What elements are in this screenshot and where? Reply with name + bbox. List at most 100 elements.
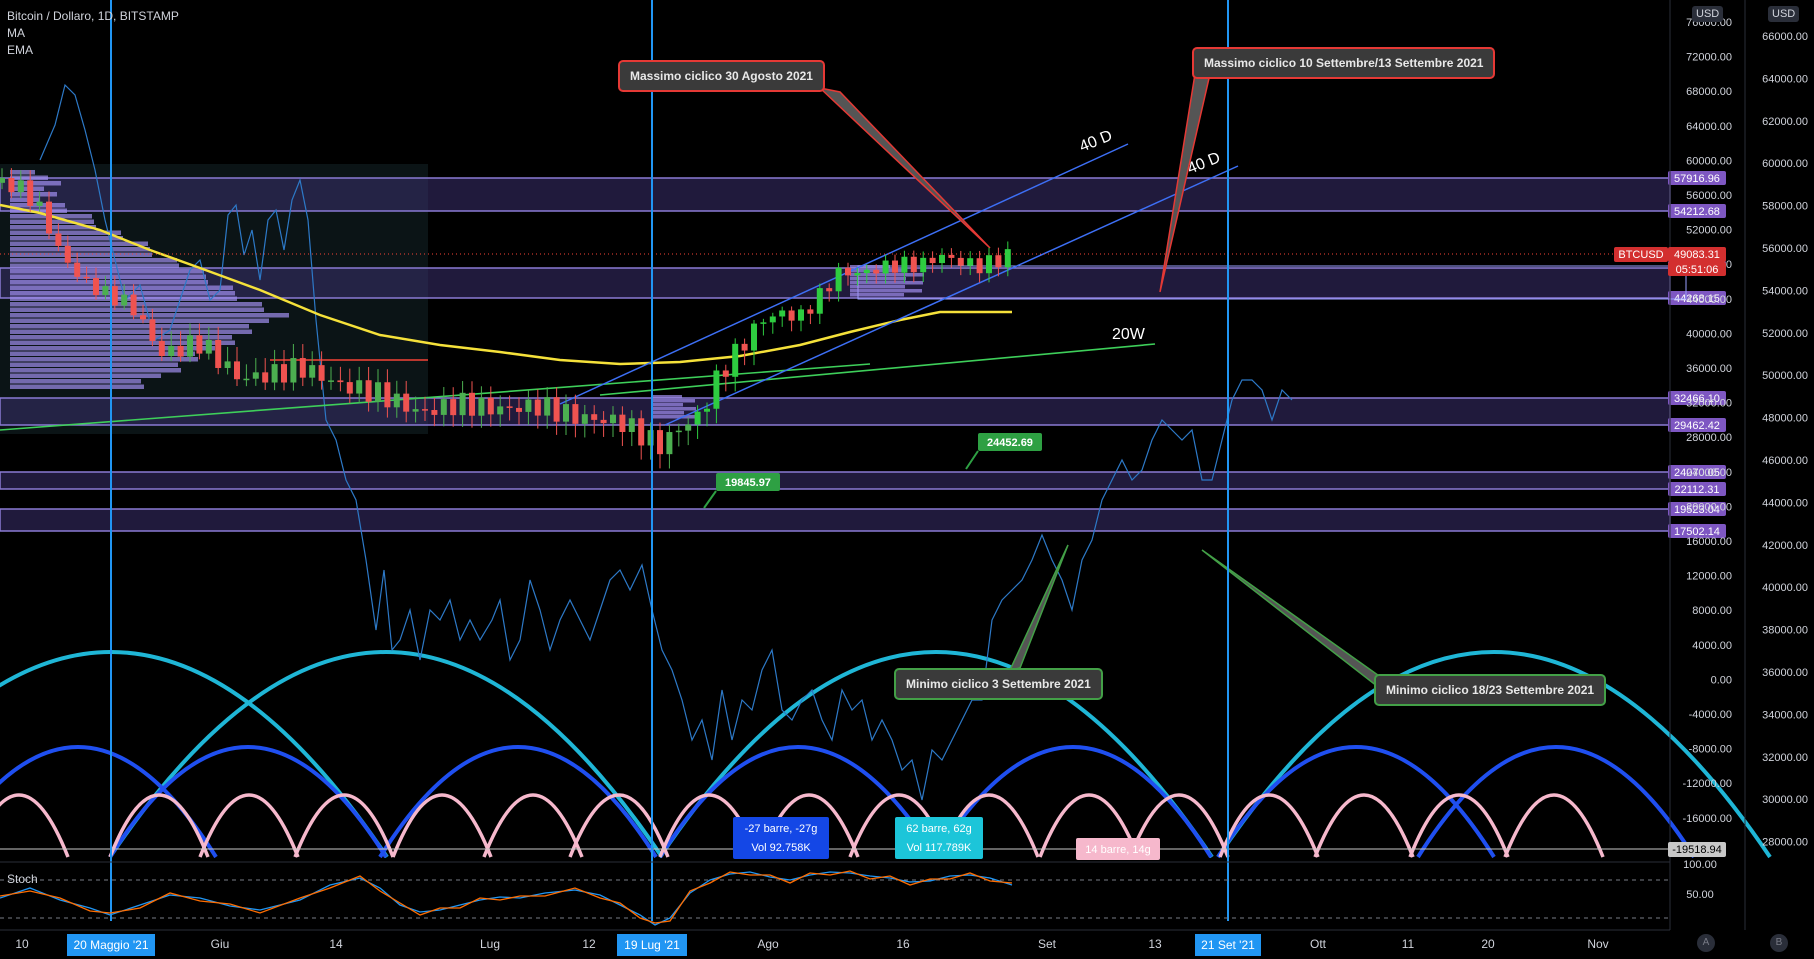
outer-tick-3: 60000.00: [1762, 158, 1808, 170]
vprofile3-bar-0: [652, 395, 682, 399]
last-price-symbol: BTCUSD: [1618, 249, 1663, 261]
channel-upper-line: [559, 143, 1129, 405]
candle-body: [121, 294, 128, 306]
green-tag-1-bg: [978, 433, 1042, 451]
candle-body: [328, 380, 334, 382]
zone-top-value-4: 19523.04: [1674, 504, 1720, 516]
measure-box-line2-1: Vol 117.789K: [907, 842, 972, 854]
zone-top-tag-4: [1668, 502, 1726, 516]
inner-tick-16: 12000.00: [1686, 571, 1732, 583]
candle-body: [0, 177, 5, 183]
ma-20w-line: [599, 343, 1156, 396]
currency-badge-left[interactable]: USD: [1692, 6, 1724, 22]
candle-body: [910, 256, 917, 273]
callout-minimo-3-settembre: Minimo ciclico 3 Settembre 2021: [894, 668, 1103, 700]
vprofile3-bar-2: [652, 403, 683, 407]
x-tick-4: 12: [582, 937, 596, 951]
vprofile-bar-11: [10, 230, 121, 235]
outer-tick-5: 56000.00: [1762, 243, 1808, 255]
candle-body: [986, 255, 992, 274]
vprofile-bar-29: [10, 329, 252, 334]
vprofile2-bar-7: [850, 293, 904, 297]
candle-body: [403, 393, 410, 412]
candle-body: [638, 418, 645, 446]
candle-body: [704, 408, 710, 412]
cycle-vertical-lines: [110, 0, 1229, 921]
vprofile-bar-22: [10, 291, 235, 296]
auto-scale-button[interactable]: A: [1697, 934, 1715, 952]
outer-tick-11: 44000.00: [1762, 497, 1808, 509]
cycle-pink-arc-0: [0, 793, 70, 858]
candle-body: [375, 382, 381, 402]
zone-1: [0, 267, 1671, 299]
measure-box-1: [895, 817, 983, 859]
cycle-pink-arc-1: [108, 793, 210, 858]
x-tick-7: Set: [1038, 937, 1057, 951]
measure-box-line1-0: -27 barre, -27g: [745, 823, 818, 835]
callout-pointer-30-agosto: [817, 86, 991, 249]
x-highlight-bg-0: [67, 934, 155, 956]
outer-tick-0: 66000.00: [1762, 31, 1808, 43]
vprofile-bar-34: [10, 357, 198, 362]
candle-body: [271, 364, 278, 383]
vprofile-bar-31: [10, 340, 235, 345]
vprofile-bar-4: [10, 192, 57, 197]
zone-bottom-tag-2: [1668, 418, 1726, 432]
candle-body: [760, 322, 767, 324]
candle-body: [346, 382, 353, 394]
vprofile-bar-26: [10, 313, 289, 318]
scale-button-b[interactable]: B: [1770, 934, 1788, 952]
candle-body: [769, 316, 776, 323]
last-price-value: 49083.31: [1674, 249, 1720, 261]
candle-body: [854, 273, 861, 276]
vprofile-bar-10: [10, 225, 96, 230]
vprofile-bar-30: [10, 335, 232, 340]
outer-tick-14: 38000.00: [1762, 625, 1808, 637]
ema-line: [0, 203, 1012, 366]
zone-0: [0, 177, 1671, 212]
cycle-cyan-arc-3: [1216, 650, 1772, 859]
candle-body: [64, 245, 71, 263]
zone-top-tag-2: [1668, 391, 1726, 405]
vprofile-bar-15: [10, 252, 152, 257]
vprofile-bar-0: [10, 170, 35, 175]
outer-tick-8: 50000.00: [1762, 370, 1808, 382]
zone-bottom-value-4: 17502.14: [1674, 526, 1720, 538]
vprofile-bar-14: [10, 247, 150, 252]
vprofile2-bar-3: [850, 277, 906, 281]
x-tick-10: 11: [1402, 937, 1415, 951]
stoch-label[interactable]: Stoch: [7, 872, 38, 886]
x-tick-11: 20: [1481, 937, 1495, 951]
candle-body: [920, 257, 927, 273]
candle-body: [600, 419, 607, 424]
cycle-pink-arc-16: [1503, 793, 1605, 858]
candle-body: [234, 361, 240, 380]
zone-3: [0, 471, 1671, 490]
candle-body: [393, 393, 400, 408]
last-price-tag: [1668, 247, 1726, 262]
candle-body: [675, 430, 682, 433]
vprofile2-bar-6: [850, 289, 922, 293]
vprofile-bar-17: [10, 263, 179, 268]
cycle-blue-arc-2: [378, 745, 658, 859]
x-highlight-bg-1: [617, 934, 687, 956]
oscillator-line: [39, 83, 1293, 801]
vprofile-bar-3: [10, 186, 44, 191]
osc-last-tag: [1668, 842, 1726, 857]
indicator-ma[interactable]: MA: [7, 26, 25, 40]
candle-body: [412, 409, 419, 412]
candle-body: [497, 406, 504, 415]
stoch-tick-1: 50.00: [1686, 889, 1714, 901]
vprofile2-bar-5: [850, 285, 905, 289]
inner-tick-13: 24000.00: [1686, 467, 1732, 479]
candle-body: [177, 345, 184, 357]
vprofile3-bar-3: [652, 407, 696, 411]
currency-badge-right[interactable]: USD: [1768, 6, 1800, 22]
zone-bottom-tag-4: [1668, 524, 1726, 538]
x-highlight-label-1: 19 Lug '21: [624, 938, 680, 952]
vprofile-bar-25: [10, 307, 264, 312]
candle-body: [591, 414, 598, 420]
candle-body: [46, 201, 52, 234]
indicator-ema[interactable]: EMA: [7, 43, 34, 57]
